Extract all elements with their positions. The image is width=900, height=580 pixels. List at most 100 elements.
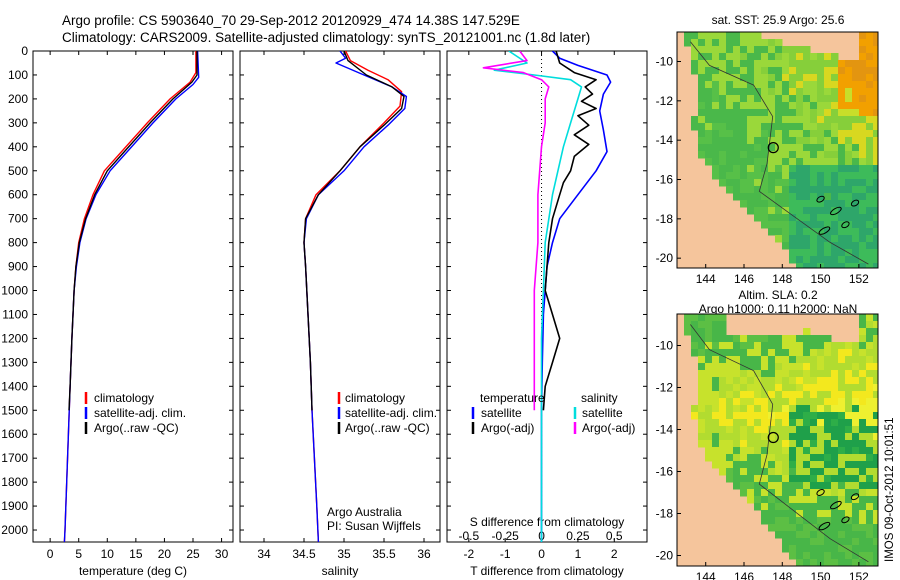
- map-cell: [838, 342, 846, 350]
- map-cell: [761, 489, 769, 497]
- map-cell: [754, 158, 762, 166]
- map-cell: [838, 384, 846, 392]
- map-cell: [866, 242, 874, 250]
- map-cell: [782, 172, 790, 180]
- map-cell: [859, 363, 867, 371]
- map-cell: [831, 503, 839, 511]
- map-cell: [789, 377, 797, 385]
- map-cell: [789, 193, 797, 201]
- map-cell: [803, 405, 811, 413]
- y-tick-label: 1200: [1, 331, 28, 345]
- map-cell: [719, 67, 727, 75]
- map-cell: [852, 137, 860, 145]
- map-cell: [698, 74, 706, 82]
- map-cell: [698, 391, 706, 399]
- map-cell: [831, 207, 839, 215]
- map-cell: [852, 151, 860, 159]
- map-cell: [831, 109, 839, 117]
- map-cell: [782, 109, 790, 117]
- map-cell: [726, 363, 734, 371]
- map-cell: [754, 144, 762, 152]
- map-cell: [866, 356, 874, 364]
- map-cell: [761, 214, 769, 222]
- map-cell: [810, 235, 818, 243]
- map-cell: [810, 67, 818, 75]
- map-cell: [803, 447, 811, 455]
- map-cell: [803, 95, 811, 103]
- map-cell: [775, 109, 783, 117]
- map-cell: [733, 116, 741, 124]
- map-cell: [817, 405, 825, 413]
- map-cell: [733, 137, 741, 145]
- map-cell: [705, 67, 713, 75]
- map-cell: [810, 95, 818, 103]
- map-cell: [810, 221, 818, 229]
- map-cell: [733, 179, 741, 187]
- map-cell: [712, 384, 720, 392]
- map-cell: [789, 228, 797, 236]
- map-y-tick-label: -12: [656, 381, 674, 395]
- map-cell: [761, 200, 769, 208]
- map-cell: [733, 454, 741, 462]
- map-cell: [698, 377, 706, 385]
- map-cell: [817, 524, 825, 532]
- map-cell: [796, 489, 804, 497]
- map-cell: [775, 53, 783, 61]
- map-cell: [789, 123, 797, 131]
- map-cell: [733, 158, 741, 166]
- map-cell: [691, 405, 699, 413]
- map-cell: [810, 207, 818, 215]
- map-cell: [782, 165, 790, 173]
- map-cell: [831, 193, 839, 201]
- map-cell: [775, 531, 783, 539]
- map-cell: [852, 221, 860, 229]
- map-cell: [845, 60, 853, 68]
- map-cell: [859, 524, 867, 532]
- map-cell: [768, 137, 776, 145]
- map-cell: [754, 130, 762, 138]
- map-cell: [747, 81, 755, 89]
- map-cell: [726, 46, 734, 54]
- map-cell: [719, 81, 727, 89]
- map-cell: [796, 207, 804, 215]
- map-cell: [859, 398, 867, 406]
- map-cell: [789, 531, 797, 539]
- map-cell: [859, 144, 867, 152]
- map-cell: [866, 538, 874, 546]
- map-cell: [866, 377, 874, 385]
- map-cell: [803, 468, 811, 476]
- map-cell: [775, 60, 783, 68]
- temperature-legend: climatology satellite-adj. clim. Argo(..…: [84, 391, 186, 435]
- map-cell: [733, 468, 741, 476]
- map-cell: [824, 74, 832, 82]
- map-cell: [719, 391, 727, 399]
- map-cell: [866, 256, 874, 264]
- map-cell: [775, 391, 783, 399]
- map-cell: [831, 363, 839, 371]
- map-cell: [789, 426, 797, 434]
- map-cell: [740, 461, 748, 469]
- map-cell: [817, 363, 825, 371]
- map-cell: [796, 88, 804, 96]
- map-cell: [740, 123, 748, 131]
- map-cell: [866, 172, 874, 180]
- map-cell: [803, 433, 811, 441]
- map-cell: [775, 510, 783, 518]
- salinity-legend: climatology satellite-adj. clim. Argo(..…: [337, 391, 437, 435]
- map-cell: [754, 74, 762, 82]
- map-cell: [852, 130, 860, 138]
- map-cell: [754, 461, 762, 469]
- map-cell: [866, 517, 874, 525]
- map-cell: [719, 60, 727, 68]
- map-cell: [782, 524, 790, 532]
- map-cell: [705, 74, 713, 82]
- map-cell: [789, 186, 797, 194]
- map-cell: [845, 242, 853, 250]
- map-cell: [852, 419, 860, 427]
- map-cell: [733, 46, 741, 54]
- map-cell: [733, 384, 741, 392]
- map-cell: [733, 356, 741, 364]
- map-cell: [733, 461, 741, 469]
- map-cell: [845, 552, 853, 560]
- map-cell: [775, 46, 783, 54]
